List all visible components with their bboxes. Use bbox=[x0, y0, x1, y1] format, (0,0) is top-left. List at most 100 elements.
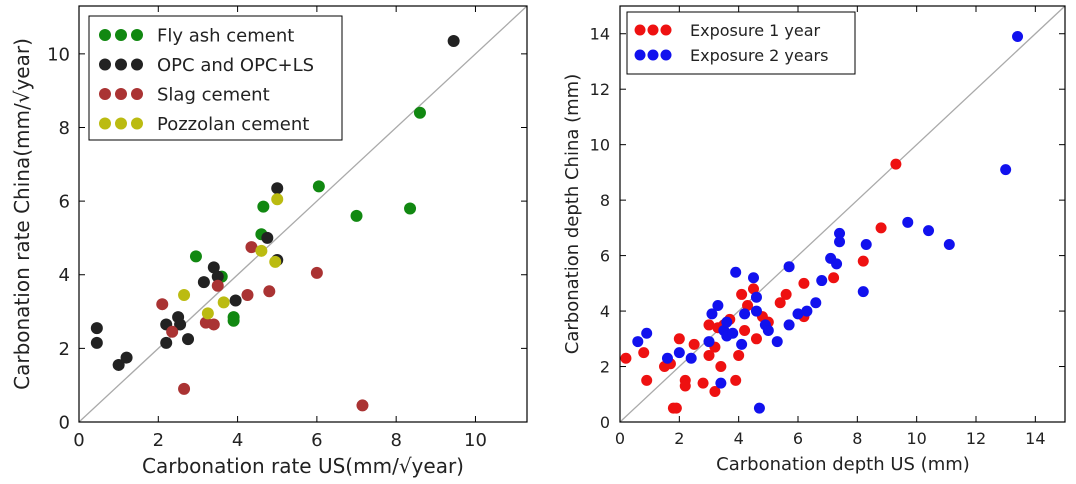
legend-label: Fly ash cement bbox=[157, 25, 294, 46]
y-tick-label: 8 bbox=[59, 118, 70, 139]
data-point bbox=[217, 296, 230, 309]
data-point bbox=[641, 327, 653, 339]
data-point bbox=[1000, 164, 1012, 176]
x-tick-label: 6 bbox=[793, 429, 803, 448]
y-tick-label: 0 bbox=[59, 412, 70, 433]
left-x-axis-label: Carbonation rate US(mm/√year) bbox=[142, 454, 464, 478]
right-plot-frame bbox=[619, 5, 1066, 423]
data-point bbox=[178, 288, 191, 301]
y-tick-label: 10 bbox=[47, 44, 70, 65]
y-tick-label: 12 bbox=[590, 80, 610, 99]
data-point bbox=[641, 374, 653, 386]
x-tick-label: 2 bbox=[153, 430, 164, 451]
right-data-points bbox=[620, 31, 1024, 414]
y-tick-label: 6 bbox=[600, 246, 610, 265]
identity-line bbox=[78, 5, 528, 423]
legend-marker bbox=[99, 58, 111, 71]
data-point bbox=[189, 250, 202, 263]
left-y-axis-label: Carbonation rate China(mm/√year) bbox=[10, 38, 34, 390]
data-point bbox=[229, 294, 242, 307]
data-point bbox=[834, 236, 846, 248]
identity-line bbox=[619, 5, 1066, 423]
data-point bbox=[166, 325, 179, 338]
data-point bbox=[90, 336, 103, 349]
data-point bbox=[312, 180, 325, 193]
x-tick-label: 8 bbox=[852, 429, 862, 448]
data-point bbox=[739, 324, 751, 336]
data-point bbox=[112, 358, 125, 371]
data-point bbox=[739, 308, 751, 320]
data-point bbox=[632, 336, 644, 348]
left-legend: Fly ash cement OPC and OPC+LS Slag cement P… bbox=[88, 15, 343, 141]
data-point bbox=[783, 319, 795, 331]
data-point bbox=[197, 276, 210, 289]
data-point bbox=[792, 308, 804, 320]
left-data-points bbox=[90, 34, 460, 412]
data-point bbox=[923, 225, 935, 237]
y-tick-label: 2 bbox=[600, 357, 610, 376]
data-point bbox=[748, 283, 759, 295]
legend-marker bbox=[99, 29, 111, 41]
data-point bbox=[857, 255, 869, 267]
data-point bbox=[207, 261, 220, 274]
left-ticks: 0 2 4 6 8 10 0 2 4 6 8 10 bbox=[47, 6, 527, 451]
data-point bbox=[857, 286, 869, 298]
legend-marker bbox=[115, 29, 127, 41]
data-point bbox=[207, 318, 220, 331]
data-point bbox=[1012, 31, 1024, 43]
data-point bbox=[638, 347, 650, 359]
data-point bbox=[890, 158, 902, 170]
x-tick-label: 8 bbox=[390, 430, 401, 451]
legend-label: Pozzolan cement bbox=[157, 114, 309, 135]
data-point bbox=[211, 270, 224, 283]
data-point bbox=[688, 338, 700, 350]
x-tick-label: 10 bbox=[906, 429, 926, 448]
legend-marker bbox=[131, 117, 143, 130]
data-point bbox=[182, 333, 195, 346]
data-point bbox=[679, 380, 691, 392]
data-point bbox=[310, 266, 323, 279]
legend-marker bbox=[660, 49, 672, 61]
legend-marker bbox=[634, 49, 646, 61]
data-point bbox=[673, 347, 685, 359]
data-point bbox=[750, 305, 762, 317]
left-legend-entries: Fly ash cement OPC and OPC+LS Slag cement P… bbox=[99, 25, 314, 135]
data-point bbox=[715, 361, 727, 373]
legend-marker bbox=[131, 58, 143, 71]
data-point bbox=[703, 349, 715, 361]
y-tick-label: 2 bbox=[59, 339, 70, 360]
data-point bbox=[750, 333, 762, 345]
data-point bbox=[356, 399, 369, 412]
data-point bbox=[447, 34, 460, 47]
x-tick-label: 0 bbox=[615, 429, 625, 448]
data-point bbox=[178, 382, 191, 395]
data-point bbox=[712, 300, 724, 312]
data-point bbox=[697, 377, 709, 389]
x-tick-label: 12 bbox=[966, 429, 986, 448]
data-point bbox=[730, 266, 742, 278]
data-point bbox=[201, 307, 214, 320]
data-point bbox=[706, 308, 718, 320]
data-point bbox=[771, 336, 783, 348]
x-tick-label: 14 bbox=[1025, 429, 1045, 448]
data-point bbox=[742, 300, 754, 312]
data-point bbox=[753, 402, 765, 414]
data-point bbox=[685, 352, 697, 364]
y-tick-label: 0 bbox=[600, 413, 610, 432]
x-tick-label: 0 bbox=[73, 430, 84, 451]
y-tick-label: 14 bbox=[590, 24, 610, 43]
legend-label: Exposure 1 year bbox=[690, 21, 821, 40]
data-point bbox=[703, 319, 715, 331]
data-point bbox=[783, 261, 795, 273]
right-legend: Exposure 1 year Exposure 2 years bbox=[626, 11, 856, 75]
data-point bbox=[709, 385, 721, 397]
data-point bbox=[90, 322, 103, 335]
x-tick-label: 4 bbox=[232, 430, 243, 451]
data-point bbox=[875, 222, 887, 234]
data-point bbox=[211, 279, 224, 292]
legend-marker bbox=[99, 88, 111, 100]
data-point bbox=[404, 202, 417, 215]
data-point bbox=[736, 288, 748, 300]
legend-label: Exposure 2 years bbox=[690, 46, 828, 65]
